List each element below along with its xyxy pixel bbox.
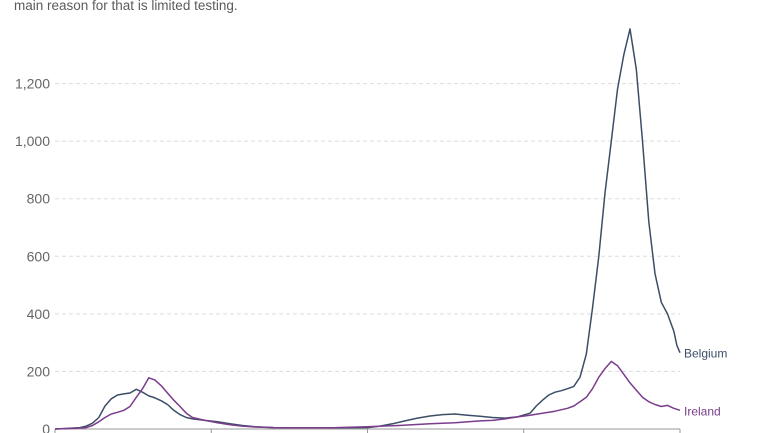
y-tick-label: 400 bbox=[27, 306, 51, 322]
series-label-ireland: Ireland bbox=[684, 404, 721, 418]
series-lines bbox=[54, 28, 681, 430]
series-labels: Belgium Ireland bbox=[684, 347, 727, 419]
chart-subtitle: main reason for that is limited testing. bbox=[14, 0, 238, 13]
y-tick-label: 1,000 bbox=[15, 133, 50, 149]
series-label-belgium: Belgium bbox=[684, 347, 727, 361]
series-line-belgium bbox=[54, 28, 681, 430]
series-line-ireland bbox=[54, 360, 681, 430]
y-tick-label: 200 bbox=[27, 363, 51, 379]
y-axis-ticks: 0 200 400 600 800 1,000 1,200 bbox=[15, 76, 50, 433]
x-axis bbox=[54, 428, 681, 433]
y-tick-label: 800 bbox=[27, 191, 51, 207]
grid-lines bbox=[55, 83, 680, 372]
y-tick-label: 600 bbox=[27, 248, 51, 264]
y-tick-label: 1,200 bbox=[15, 76, 50, 92]
y-tick-label: 0 bbox=[42, 421, 50, 433]
